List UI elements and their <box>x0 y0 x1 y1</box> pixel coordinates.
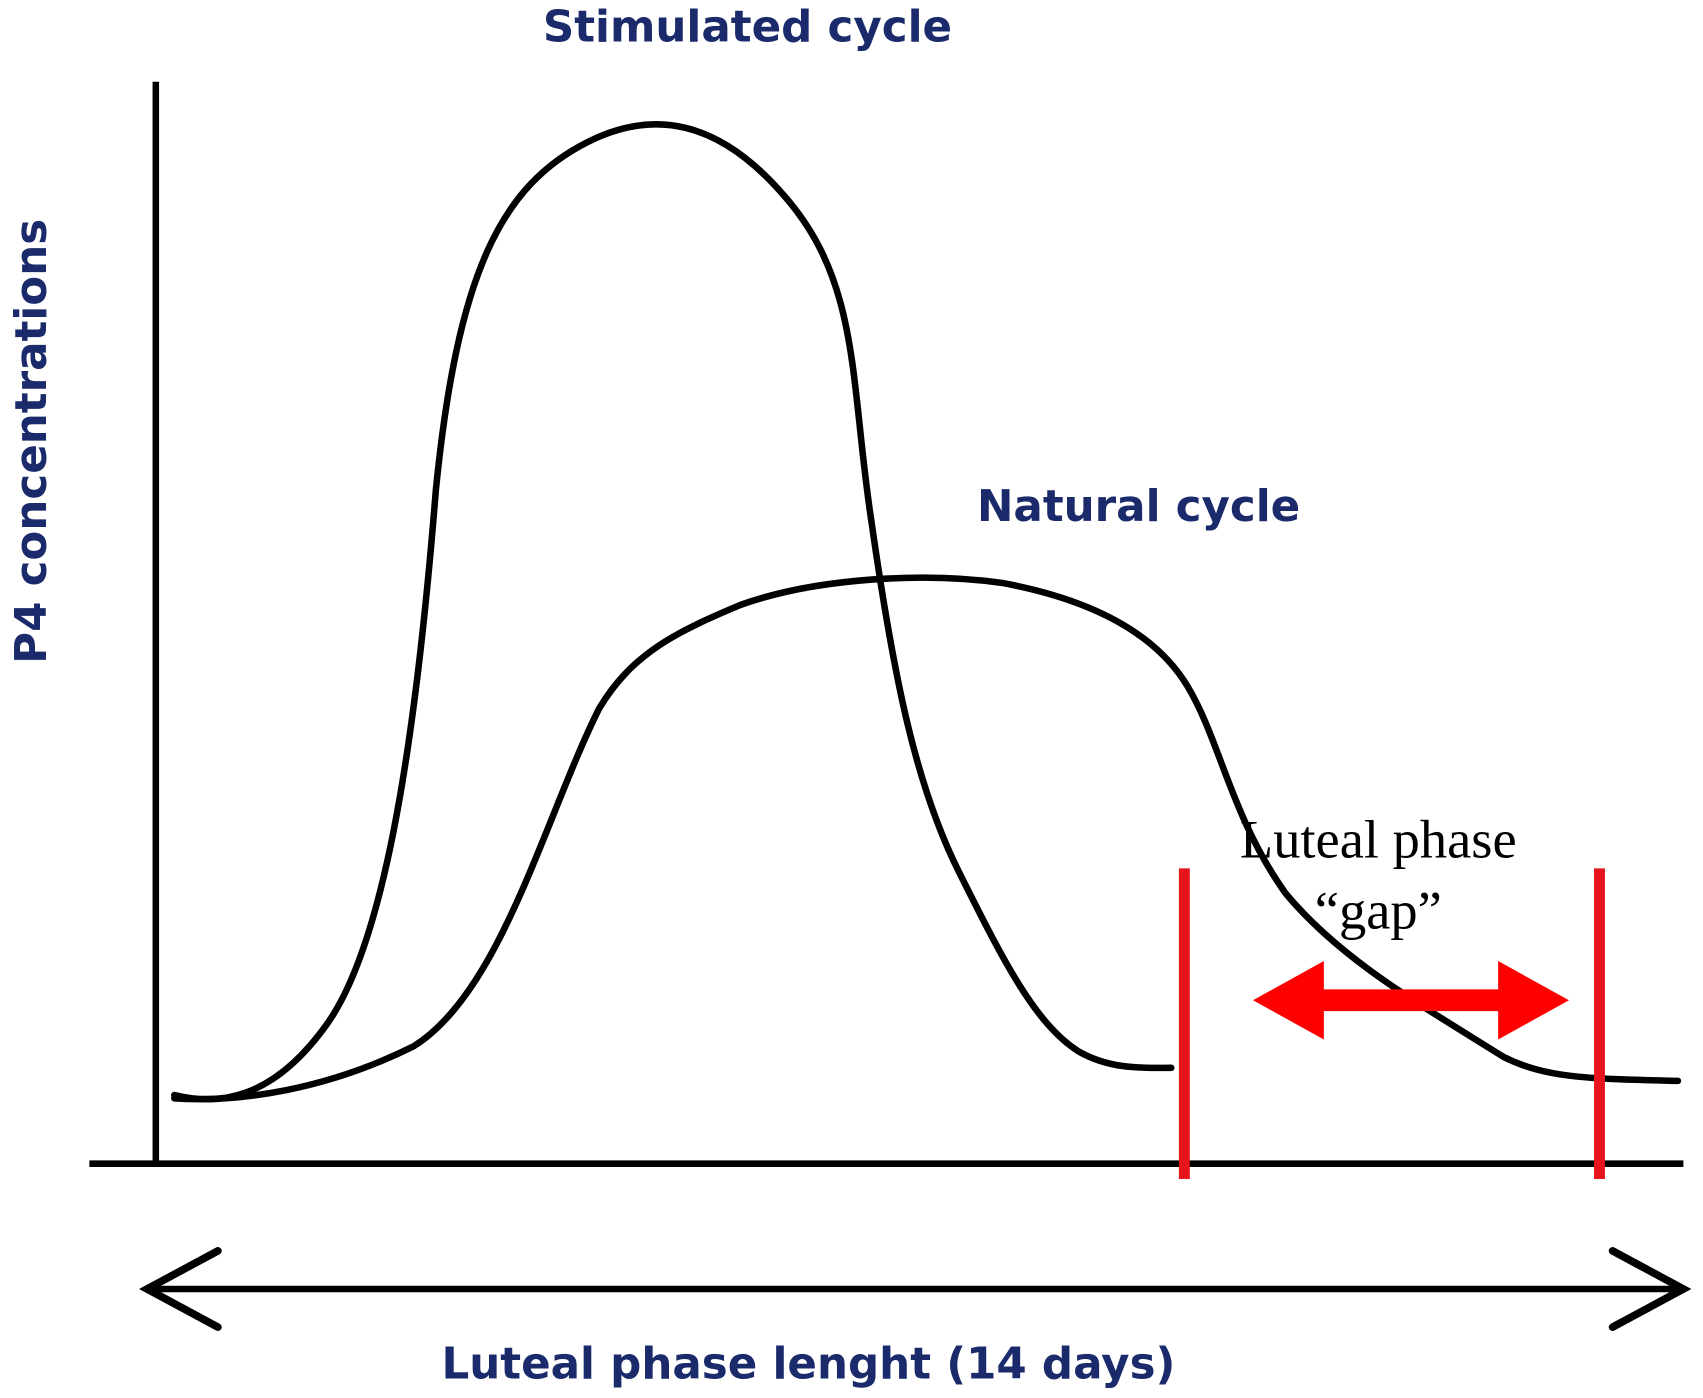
stimulated-curve <box>171 121 1175 1103</box>
x-axis-label: Luteal phase lenght (14 days) <box>441 1339 1175 1389</box>
gap-label-line: Luteal phase <box>1240 809 1517 870</box>
length-arrow-right <box>1608 1247 1692 1331</box>
y-axis-label: P4 concentrations <box>7 219 57 664</box>
stimulated-label: Stimulated cycle <box>543 2 952 52</box>
gap-label-line: “gap” <box>1315 879 1442 940</box>
gap-arrow <box>1253 961 1569 1040</box>
natural-curve <box>171 574 1682 1103</box>
length-arrow-left <box>139 1247 222 1331</box>
natural-label: Natural cycle <box>977 482 1300 532</box>
